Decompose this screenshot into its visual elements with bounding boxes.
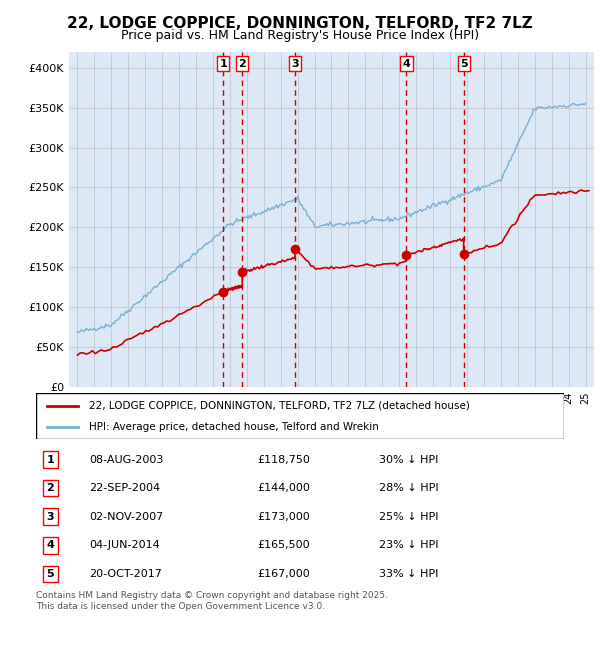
Text: 28% ↓ HPI: 28% ↓ HPI [379, 483, 439, 493]
Text: 1: 1 [220, 58, 227, 69]
Text: 3: 3 [291, 58, 299, 69]
FancyBboxPatch shape [36, 393, 564, 439]
Text: HPI: Average price, detached house, Telford and Wrekin: HPI: Average price, detached house, Telf… [89, 422, 379, 432]
Text: £165,500: £165,500 [258, 540, 310, 551]
Text: 4: 4 [403, 58, 410, 69]
Text: 2: 2 [47, 483, 55, 493]
Text: 22, LODGE COPPICE, DONNINGTON, TELFORD, TF2 7LZ (detached house): 22, LODGE COPPICE, DONNINGTON, TELFORD, … [89, 401, 470, 411]
Text: £173,000: £173,000 [258, 512, 311, 522]
Text: 22-SEP-2004: 22-SEP-2004 [89, 483, 160, 493]
Text: 22, LODGE COPPICE, DONNINGTON, TELFORD, TF2 7LZ: 22, LODGE COPPICE, DONNINGTON, TELFORD, … [67, 16, 533, 31]
Text: 25% ↓ HPI: 25% ↓ HPI [379, 512, 439, 522]
Text: £167,000: £167,000 [258, 569, 311, 579]
Text: 30% ↓ HPI: 30% ↓ HPI [379, 454, 439, 465]
Text: 02-NOV-2007: 02-NOV-2007 [89, 512, 163, 522]
Text: 20-OCT-2017: 20-OCT-2017 [89, 569, 161, 579]
Text: 5: 5 [47, 569, 54, 579]
Text: Contains HM Land Registry data © Crown copyright and database right 2025.
This d: Contains HM Land Registry data © Crown c… [36, 592, 388, 611]
Text: 4: 4 [47, 540, 55, 551]
Text: 5: 5 [460, 58, 467, 69]
Text: 08-AUG-2003: 08-AUG-2003 [89, 454, 163, 465]
Text: 23% ↓ HPI: 23% ↓ HPI [379, 540, 439, 551]
Text: 33% ↓ HPI: 33% ↓ HPI [379, 569, 439, 579]
Text: 1: 1 [47, 454, 55, 465]
Text: £118,750: £118,750 [258, 454, 311, 465]
Text: 3: 3 [47, 512, 54, 522]
Text: Price paid vs. HM Land Registry's House Price Index (HPI): Price paid vs. HM Land Registry's House … [121, 29, 479, 42]
Text: £144,000: £144,000 [258, 483, 311, 493]
Text: 2: 2 [238, 58, 246, 69]
Text: 04-JUN-2014: 04-JUN-2014 [89, 540, 160, 551]
